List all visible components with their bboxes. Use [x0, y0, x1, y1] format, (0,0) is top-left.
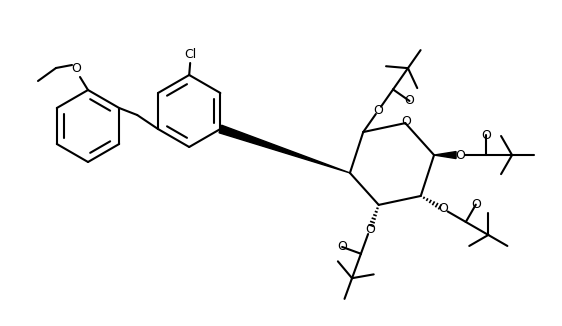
- Text: O: O: [481, 128, 491, 141]
- Text: O: O: [401, 115, 411, 127]
- Text: O: O: [71, 62, 81, 75]
- Text: O: O: [337, 240, 347, 253]
- Text: O: O: [405, 95, 414, 108]
- Text: O: O: [438, 202, 448, 215]
- Text: O: O: [365, 223, 375, 236]
- Text: Cl: Cl: [184, 48, 196, 61]
- Text: O: O: [455, 149, 465, 162]
- Polygon shape: [219, 125, 350, 173]
- Text: O: O: [471, 198, 481, 211]
- Polygon shape: [434, 152, 456, 158]
- Text: O: O: [373, 104, 383, 117]
